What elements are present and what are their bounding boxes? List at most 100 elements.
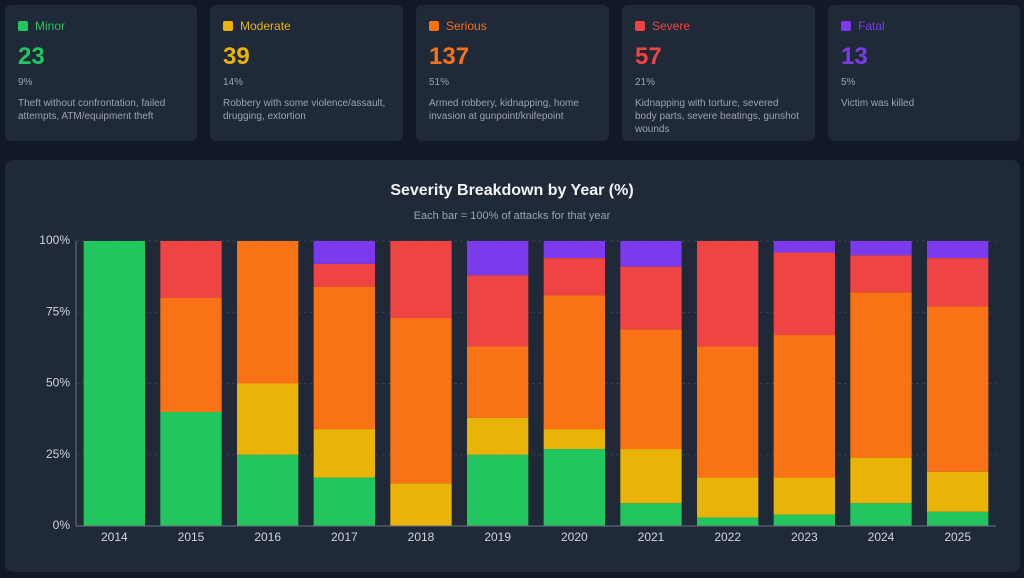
bar-segment: [83, 241, 145, 526]
bar-segment: [313, 286, 375, 430]
bar-segment: [467, 275, 529, 347]
x-tick-label: 2022: [714, 530, 741, 544]
color-swatch: [635, 21, 645, 31]
chart-panel: Severity Breakdown by Year (%) Each bar …: [5, 160, 1020, 572]
bar-segment: [850, 292, 912, 458]
card-description: Victim was killed: [841, 98, 915, 109]
bar-segment: [313, 429, 375, 478]
bar-segment: [773, 252, 835, 336]
y-tick-label: 75%: [46, 304, 70, 318]
bar-segment: [697, 517, 759, 526]
card-percent: 14%: [223, 77, 244, 88]
card-description: Armed robbery, kidnapping, home invasion…: [429, 98, 579, 122]
bar-segment: [467, 241, 529, 276]
bar-segment: [927, 258, 989, 307]
bar-segment: [773, 514, 835, 526]
y-tick-label: 100%: [39, 233, 70, 247]
x-tick-label: 2023: [791, 530, 818, 544]
bar-segment: [543, 241, 605, 259]
severity-card: Moderate 39 14% Robbery with some violence/…: [210, 5, 403, 141]
card-count: 23: [18, 43, 45, 70]
bar-segment: [697, 346, 759, 478]
bar-segment: [620, 266, 682, 330]
bar-segment: [313, 477, 375, 526]
card-label: Moderate: [240, 19, 291, 33]
bar-segment: [543, 449, 605, 526]
color-swatch: [429, 21, 439, 31]
bar-segment: [390, 317, 452, 484]
bar-segment: [620, 329, 682, 450]
bar-segment: [543, 295, 605, 430]
card-header: Serious: [429, 19, 596, 33]
x-tick-label: 2021: [638, 530, 665, 544]
bar-segment: [773, 477, 835, 515]
card-description: Kidnapping with torture, severed body pa…: [635, 98, 799, 135]
severity-card: Serious 137 51% Armed robbery, kidnapping, …: [416, 5, 609, 141]
bar-segment: [160, 241, 222, 298]
card-header: Moderate: [223, 19, 390, 33]
bar-segment: [927, 241, 989, 259]
card-percent: 5%: [841, 77, 856, 88]
bar-segment: [697, 477, 759, 518]
card-header: Minor: [18, 19, 184, 33]
card-label: Minor: [35, 19, 66, 33]
x-tick-label: 2016: [254, 530, 281, 544]
color-swatch: [223, 21, 233, 31]
bar-segment: [927, 471, 989, 512]
color-swatch: [841, 21, 851, 31]
color-swatch: [18, 21, 28, 31]
bar-segment: [390, 241, 452, 318]
bar-segment: [467, 346, 529, 418]
bar-segment: [927, 511, 989, 526]
chart-title: Severity Breakdown by Year (%): [390, 182, 633, 199]
x-tick-label: 2015: [178, 530, 205, 544]
x-tick-label: 2024: [868, 530, 895, 544]
card-header: Severe: [635, 19, 802, 33]
card-label: Serious: [446, 19, 487, 33]
card-count: 137: [429, 43, 470, 70]
card-description: Robbery with some violence/assault, drug…: [223, 98, 386, 122]
card-count: 39: [223, 43, 250, 70]
bar-segment: [620, 241, 682, 267]
bar-segment: [467, 454, 529, 526]
card-count: 57: [635, 43, 662, 70]
card-description: Theft without confrontation, failed atte…: [18, 98, 166, 122]
severity-card: Severe 57 21% Kidnapping with torture, seve…: [622, 5, 815, 141]
y-tick-label: 50%: [46, 376, 70, 390]
bar-segment: [927, 306, 989, 472]
y-tick-label: 0%: [53, 518, 71, 532]
bar-segment: [160, 412, 222, 526]
x-tick-label: 2025: [944, 530, 971, 544]
card-percent: 21%: [635, 77, 656, 88]
bar-segment: [237, 383, 299, 455]
card-count: 13: [841, 43, 868, 70]
card-header: Fatal: [841, 19, 1007, 33]
bar-segment: [237, 454, 299, 526]
bar-segment: [620, 503, 682, 526]
x-tick-label: 2017: [331, 530, 358, 544]
card-label: Severe: [652, 19, 691, 33]
bar-segment: [313, 241, 375, 264]
bar-segment: [850, 255, 912, 293]
bar-segment: [850, 241, 912, 256]
bar-segment: [773, 241, 835, 253]
bar-segment: [313, 263, 375, 287]
x-tick-label: 2019: [484, 530, 511, 544]
bar-segment: [773, 335, 835, 478]
bar-segment: [620, 449, 682, 504]
card-percent: 9%: [18, 77, 33, 88]
y-tick-label: 25%: [46, 447, 70, 461]
bar-segment: [543, 429, 605, 450]
bar-segment: [467, 417, 529, 455]
bar-segment: [390, 483, 452, 526]
x-tick-label: 2018: [408, 530, 435, 544]
bar-segment: [543, 258, 605, 296]
x-tick-label: 2020: [561, 530, 588, 544]
bar-segment: [850, 457, 912, 504]
bar-segment: [237, 241, 299, 384]
bar-segment: [850, 503, 912, 526]
bar-segment: [697, 241, 759, 347]
chart-subtitle: Each bar = 100% of attacks for that year: [414, 210, 611, 222]
x-tick-label: 2014: [101, 530, 128, 544]
